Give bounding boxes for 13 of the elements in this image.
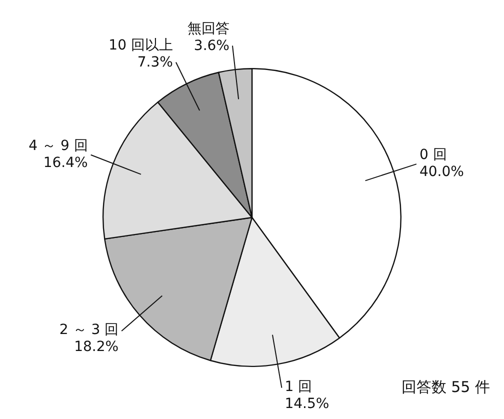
- slice-label: 1 回: [284, 378, 312, 395]
- slice-label: 4 ～ 9 回: [28, 138, 88, 154]
- slice-label: 0 回: [419, 147, 447, 164]
- slice-label: 10 回以上: [108, 37, 173, 54]
- data-label: 40.0%: [419, 164, 464, 180]
- slice-label: 無回答: [187, 20, 230, 37]
- text: 回答数 55 件: [401, 378, 490, 397]
- data-label: 18.2%: [74, 339, 119, 356]
- data-label: 14.5%: [284, 396, 330, 412]
- data-label: 3.6%: [194, 38, 230, 54]
- data-label: 16.4%: [43, 155, 88, 172]
- data-label: 7.3%: [137, 54, 173, 70]
- slice-label: 2 ～ 3 回: [59, 322, 119, 338]
